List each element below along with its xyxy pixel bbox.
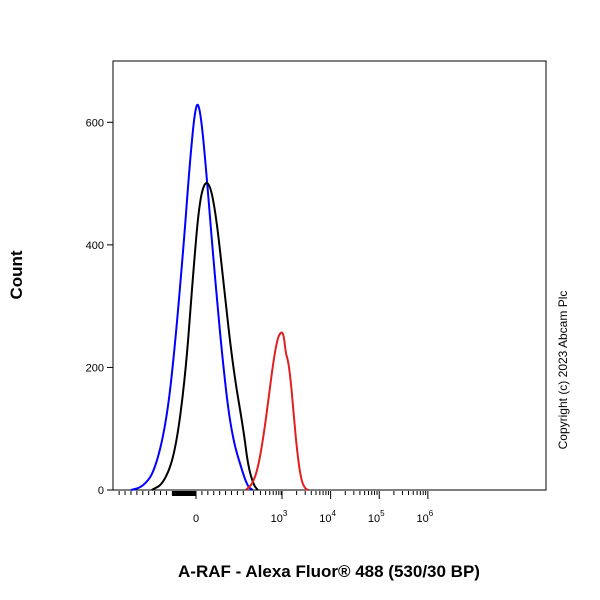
series-line-3 <box>245 331 309 491</box>
y-tick-label: 200 <box>86 362 104 374</box>
x-tick-label: 0 <box>193 513 199 525</box>
x-tick-label: 104 <box>319 509 336 525</box>
series-line-2 <box>151 182 259 491</box>
series-layer <box>130 103 309 491</box>
copyright-annotation: Copyright (c) 2023 Abcam Plc <box>556 291 570 450</box>
y-tick-label: 0 <box>98 485 104 497</box>
y-axis-title: Count <box>7 250 26 299</box>
series-line-1 <box>130 103 254 491</box>
x-tick-label: 106 <box>417 509 434 525</box>
x-tick-label: 103 <box>271 509 288 525</box>
x-zero-tick-cluster <box>172 491 196 496</box>
plot-border <box>112 60 547 491</box>
plot-frame <box>112 60 547 491</box>
x-axis-title: A-RAF - Alexa Fluor® 488 (530/30 BP) <box>178 562 480 581</box>
x-tick-label: 105 <box>368 509 385 525</box>
y-axis: 0 200 400 600 <box>86 117 113 497</box>
x-axis: 0 103 104 105 106 <box>118 491 434 525</box>
y-tick-label: 600 <box>86 117 104 129</box>
y-tick-label: 400 <box>86 240 104 252</box>
